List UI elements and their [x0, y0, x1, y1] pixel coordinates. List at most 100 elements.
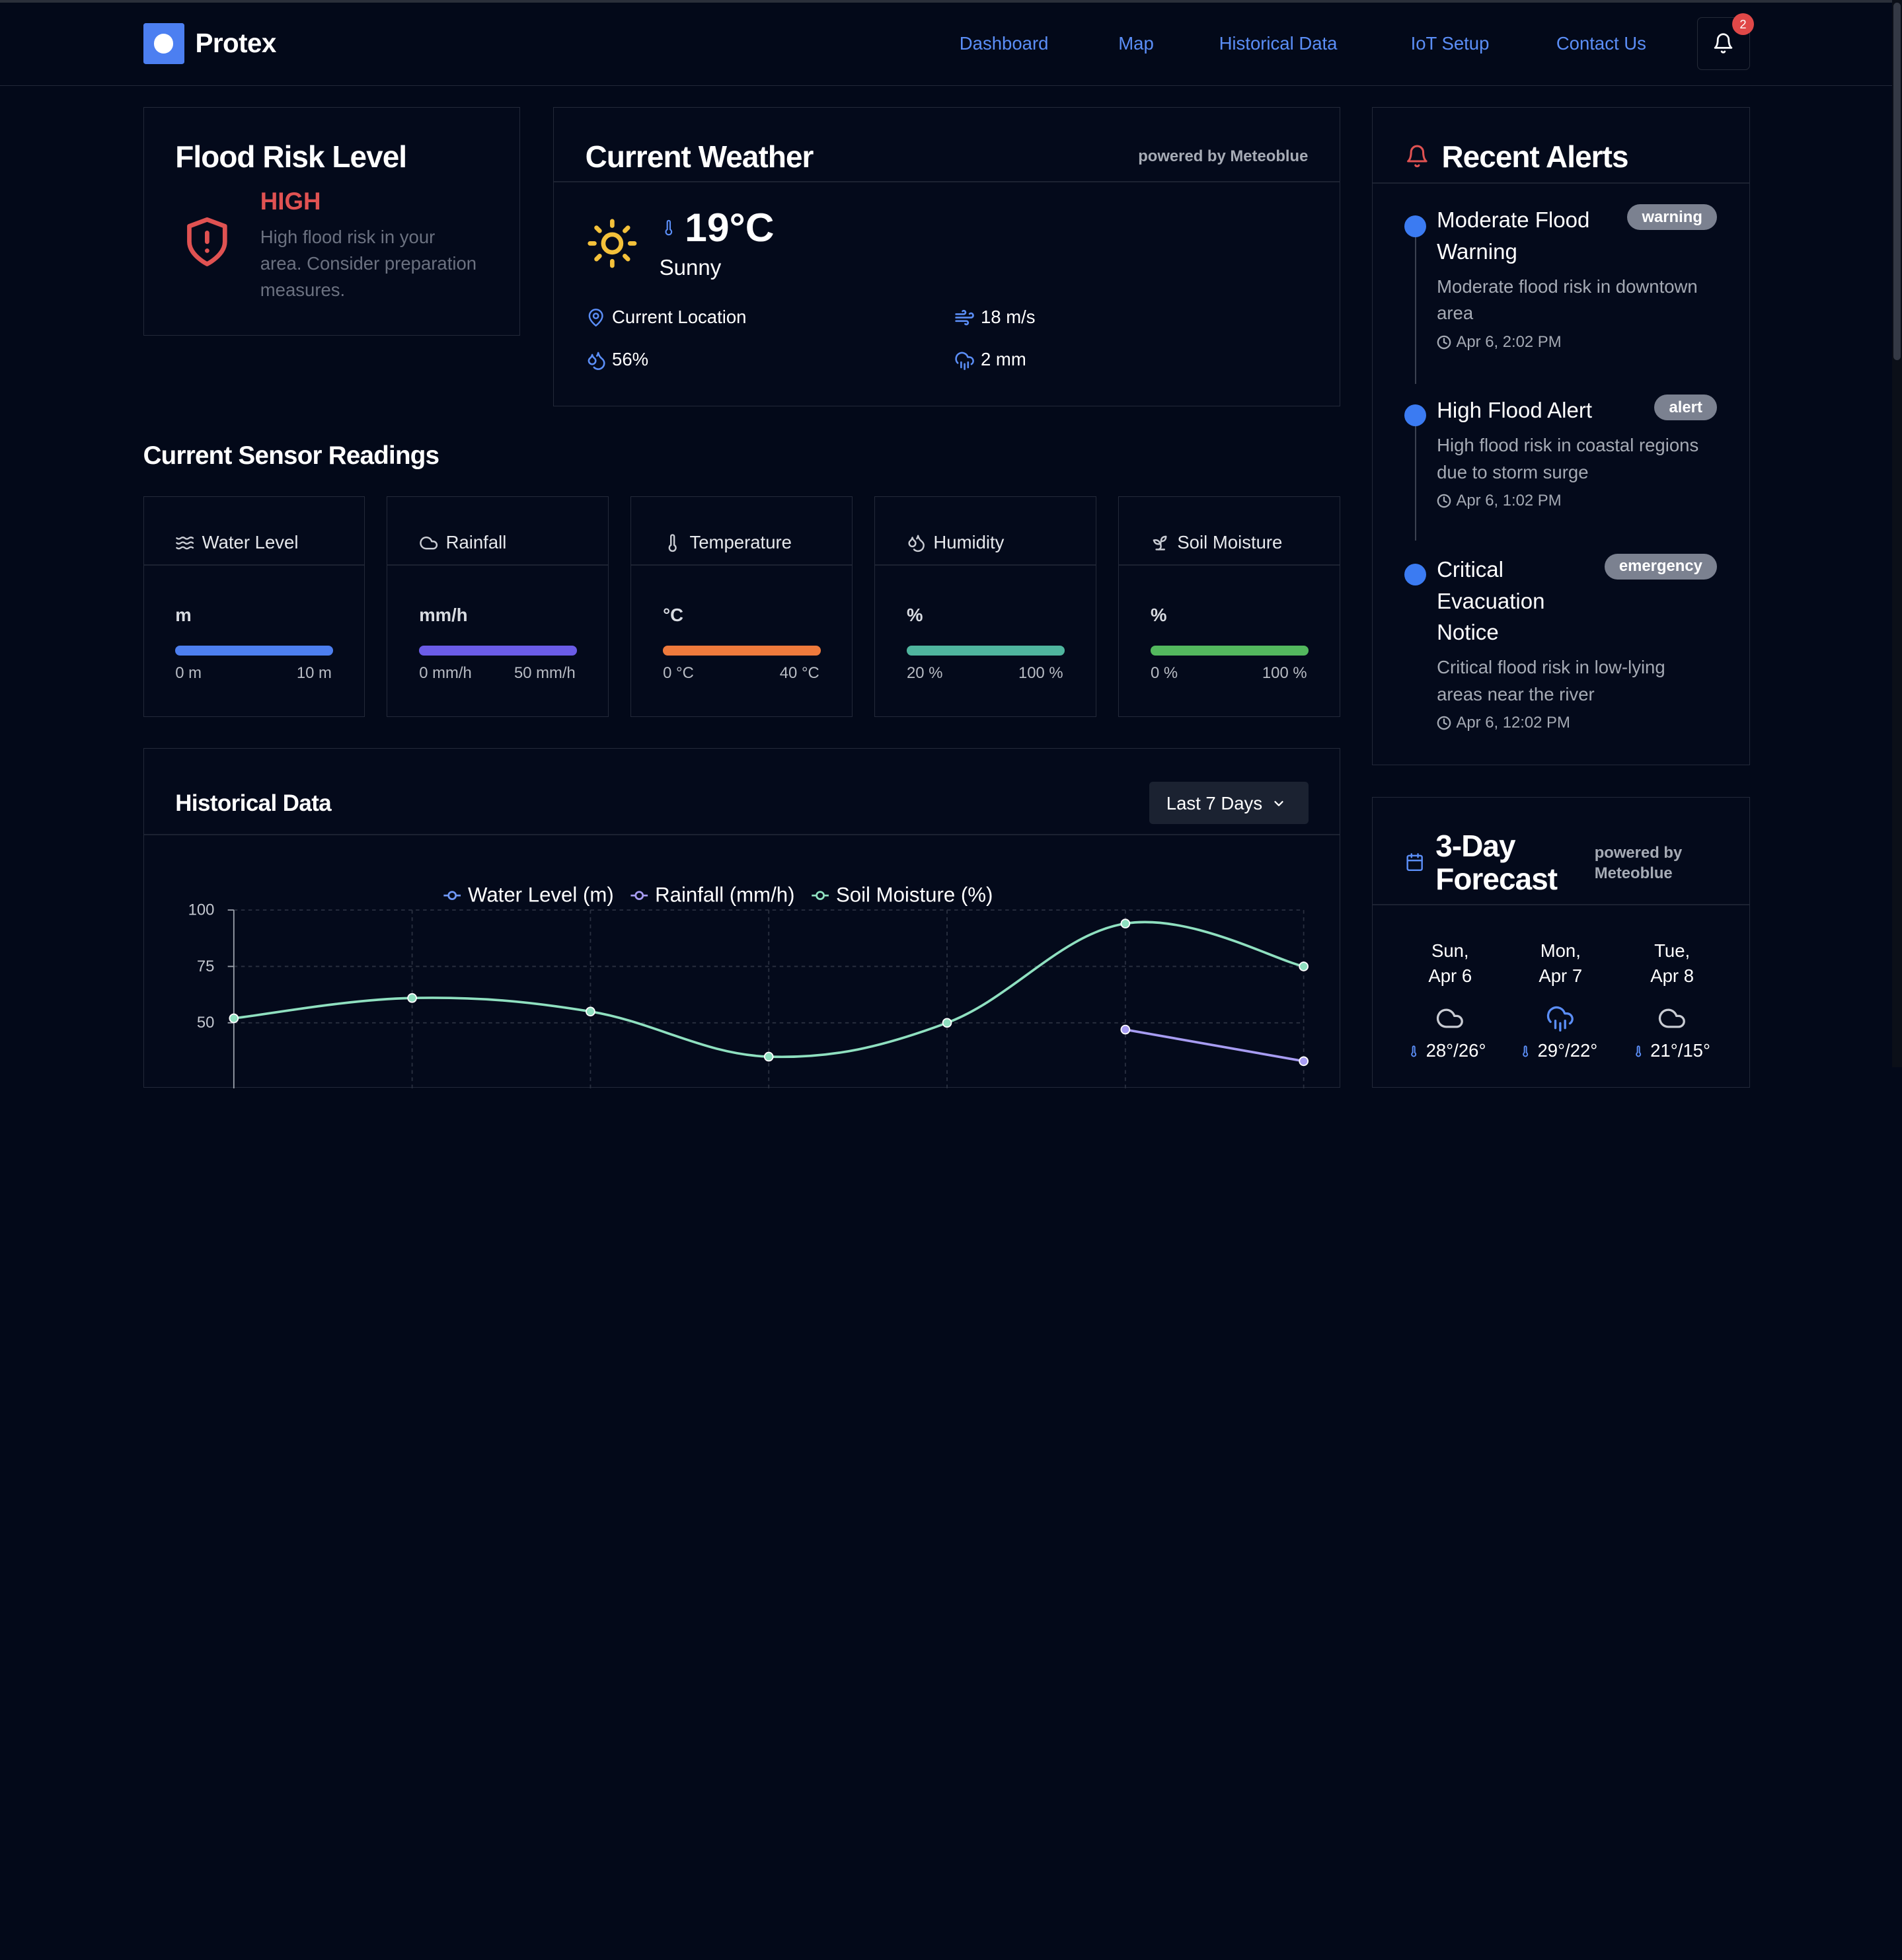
weather-powered-by[interactable]: powered by Meteoblue: [1138, 147, 1309, 166]
sensor-range-bar: [419, 646, 577, 656]
sensor-range-bar: [907, 646, 1065, 656]
nav-map[interactable]: Map: [1118, 32, 1154, 54]
alert-desc-line: areas near the river: [1437, 683, 1595, 704]
timeline-line: [1415, 425, 1416, 541]
divider: [143, 564, 365, 566]
divider: [1119, 564, 1340, 566]
clock-icon: [1437, 335, 1451, 349]
bell-icon: [1407, 145, 1428, 167]
y-tick-label: 75: [196, 958, 214, 975]
sensor-label: Humidity: [933, 531, 1005, 552]
alert-time-text: Apr 6, 12:02 PM: [1456, 714, 1570, 732]
sprout-icon: [1153, 535, 1167, 550]
alert-title: High Flood Alert: [1437, 395, 1592, 426]
sensor-max: 50 mm/h: [514, 663, 576, 682]
sun-icon: [588, 219, 637, 268]
data-point: [406, 993, 417, 1004]
forecast-day: Tue, Apr 8: [1630, 938, 1714, 989]
range-select-value: Last 7 Days: [1166, 792, 1263, 813]
forecast-day-line: Apr 6: [1428, 965, 1472, 987]
sensor-label: Temperature: [689, 531, 792, 552]
alert-dot: [1404, 215, 1426, 237]
sensor-max: 40 °C: [779, 663, 819, 682]
sensor-range-bar: [175, 646, 333, 656]
alert-description: Critical flood risk in low-lying areas n…: [1437, 654, 1665, 708]
data-point: [229, 1014, 239, 1024]
range-select[interactable]: Last 7 Days: [1149, 781, 1309, 825]
sensor-unit: %: [1150, 605, 1167, 626]
weather-location: Current Location: [612, 306, 747, 327]
alert-tag: alert: [1654, 395, 1717, 421]
series-line: [1125, 1028, 1304, 1063]
weather-title: Current Weather: [585, 139, 814, 174]
sensor-label: Soil Moisture: [1177, 531, 1283, 552]
sensor-min: 0 m: [175, 663, 202, 682]
weather-condition: Sunny: [659, 255, 722, 280]
alert-time: Apr 6, 12:02 PM: [1437, 714, 1570, 732]
nav-historical-data[interactable]: Historical Data: [1219, 32, 1338, 54]
timeline-line: [1415, 236, 1416, 384]
alert-desc-line: due to storm surge: [1437, 461, 1589, 482]
legend-label: Water Level (m): [468, 884, 614, 907]
nav-dashboard[interactable]: Dashboard: [959, 32, 1049, 54]
cloud-rain-icon: [954, 352, 974, 370]
alert-title-line: Moderate Flood: [1437, 207, 1590, 233]
sensor-label: Rainfall: [445, 531, 507, 552]
sensor-range-bar: [663, 646, 821, 656]
divider: [1372, 182, 1750, 184]
alert-time-text: Apr 6, 2:02 PM: [1456, 332, 1562, 351]
sensor-unit: mm/h: [419, 605, 468, 626]
recent-alerts-card: Recent Alerts Moderate Flood Warning war…: [1371, 106, 1751, 766]
nav-iot-setup[interactable]: IoT Setup: [1410, 32, 1490, 54]
sensor-unit: m: [175, 605, 192, 626]
historical-title: Historical Data: [175, 790, 332, 816]
forecast-day: Sun, Apr 6: [1408, 938, 1492, 989]
sensor-title: Humidity: [907, 532, 1004, 553]
bell-icon: [1714, 33, 1733, 54]
legend-label: Soil Moisture (%): [836, 884, 993, 907]
scrollbar-thumb[interactable]: [1893, 2, 1901, 361]
sensor-min: 0 °C: [663, 663, 694, 682]
sensor-title: Soil Moisture: [1151, 532, 1282, 553]
shield-alert-icon: [186, 217, 227, 267]
wind-icon: [954, 310, 974, 326]
forecast-day: Mon, Apr 7: [1518, 938, 1603, 989]
forecast-powered-by[interactable]: powered by Meteoblue: [1595, 843, 1683, 884]
thermometer-icon: [665, 219, 673, 235]
sensor-label: Water Level: [202, 531, 299, 552]
notification-count-badge: 2: [1731, 13, 1754, 36]
flood-risk-title: Flood Risk Level: [175, 139, 407, 174]
notifications-button[interactable]: [1696, 17, 1751, 71]
cloud-icon: [1437, 1008, 1464, 1028]
alert-title-line: Evacuation: [1437, 588, 1545, 613]
divider: [387, 564, 609, 566]
forecast-title: 3-Day Forecast: [1435, 830, 1558, 895]
sensor-card-rainfall: Rainfall mm/h 0 mm/h 50 mm/h: [387, 496, 609, 717]
thermometer-icon: [1635, 1045, 1641, 1057]
droplets-icon: [588, 352, 606, 370]
alert-time-text: Apr 6, 1:02 PM: [1456, 492, 1562, 510]
alert-title-line: High Flood Alert: [1437, 398, 1592, 423]
current-weather-card: Current Weather powered by Meteoblue 19°…: [552, 106, 1341, 406]
powered-by-line: powered by: [1594, 843, 1683, 862]
data-point: [1120, 919, 1130, 929]
logo-icon[interactable]: [143, 22, 184, 65]
sensor-range-bar: [1150, 646, 1309, 656]
forecast-day-line: Mon,: [1540, 940, 1581, 961]
thermometer-icon: [1411, 1045, 1417, 1057]
sensor-min: 0 %: [1150, 663, 1178, 682]
divider: [875, 564, 1096, 566]
alert-title: Moderate Flood Warning: [1437, 204, 1589, 267]
legend-marker: [447, 891, 457, 901]
cloud-icon: [1659, 1008, 1686, 1028]
nav-contact-us[interactable]: Contact Us: [1556, 32, 1646, 54]
droplets-icon: [908, 535, 925, 552]
weather-temperature: 19°C: [685, 205, 775, 250]
alert-tag: emergency: [1604, 553, 1717, 580]
thermometer-icon: [668, 533, 677, 552]
data-point: [1298, 961, 1309, 972]
historical-chart[interactable]: 100 75 50 Water Level (m) Rainfall (mm/h) Soi…: [144, 749, 1342, 1089]
alert-tag: warning: [1627, 204, 1717, 231]
app-name[interactable]: Protex: [195, 28, 276, 59]
sensor-unit: %: [907, 605, 923, 626]
